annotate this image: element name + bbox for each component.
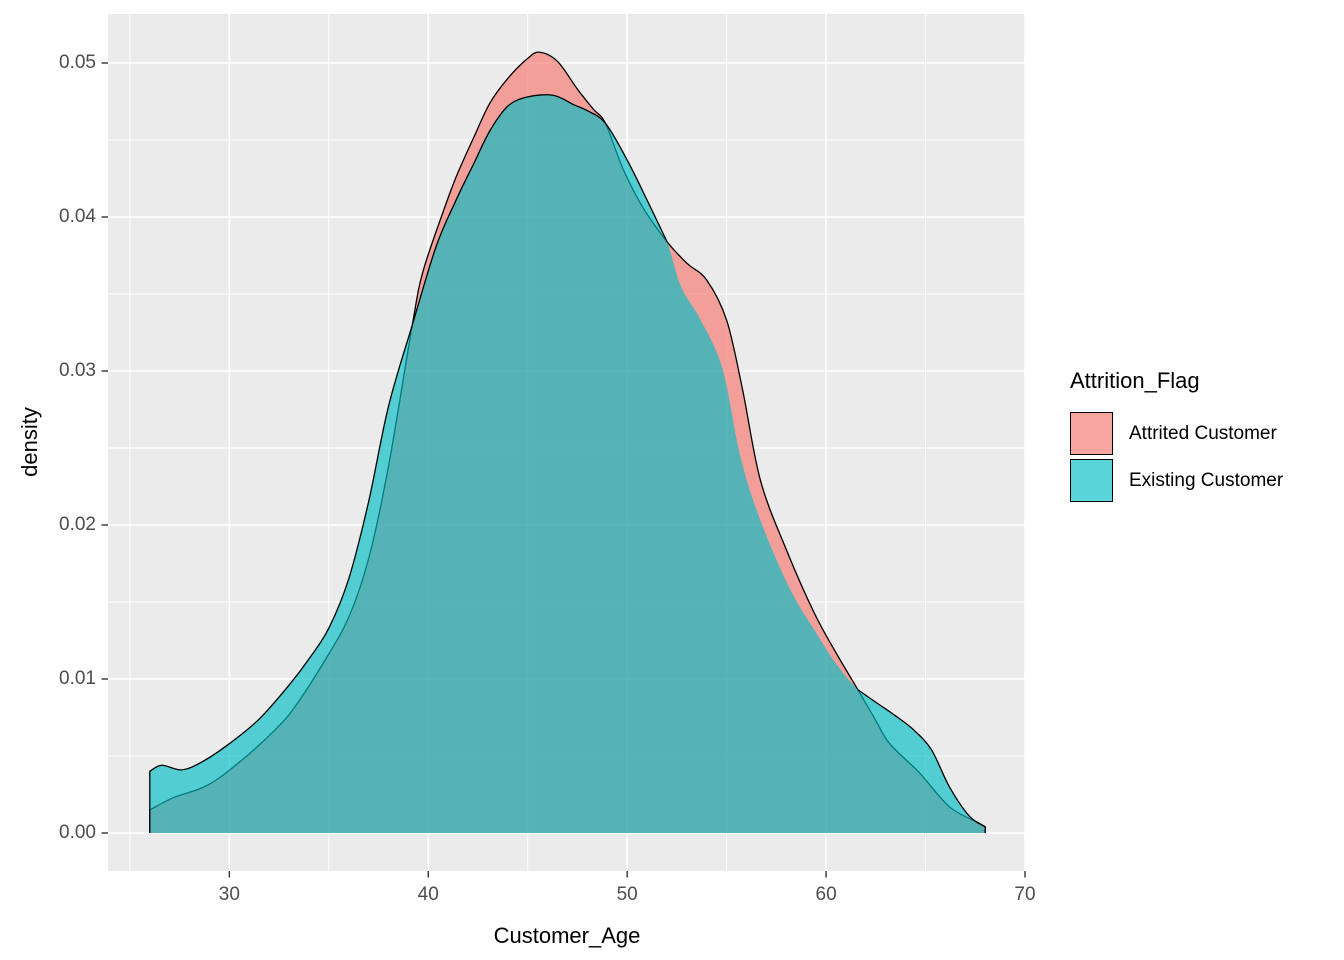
x-tick-label: 40: [417, 884, 439, 905]
x-tick-label: 50: [616, 884, 638, 905]
legend-entry-attrited: Attrited Customer: [1070, 412, 1330, 455]
density-outline-existing-right: [857, 689, 986, 833]
legend: Attrition_Flag Attrited Customer Existin…: [1070, 368, 1330, 506]
x-tick-label: 60: [815, 884, 837, 905]
density-area-existing: [149, 94, 986, 833]
x-tick-label: 30: [218, 884, 240, 905]
legend-label-attrited: Attrited Customer: [1129, 422, 1277, 444]
y-tick-label: 0.01: [59, 667, 96, 689]
y-tick-label: 0.00: [59, 821, 96, 843]
y-axis-title: density: [17, 407, 42, 477]
legend-swatch-existing: [1070, 459, 1113, 502]
y-tick-label: 0.02: [59, 513, 96, 535]
y-tick-label: 0.05: [59, 52, 96, 73]
x-tick-label: 70: [1014, 884, 1036, 905]
y-tick-label: 0.03: [59, 359, 96, 381]
legend-label-existing: Existing Customer: [1129, 469, 1284, 491]
legend-swatch-attrited: [1070, 412, 1113, 455]
legend-entry-existing: Existing Customer: [1070, 459, 1330, 502]
legend-title: Attrition_Flag: [1070, 368, 1200, 393]
y-tick-label: 0.04: [59, 206, 96, 227]
density-outline-existing-left: [149, 94, 668, 833]
x-axis-title: Customer_Age: [493, 923, 641, 948]
